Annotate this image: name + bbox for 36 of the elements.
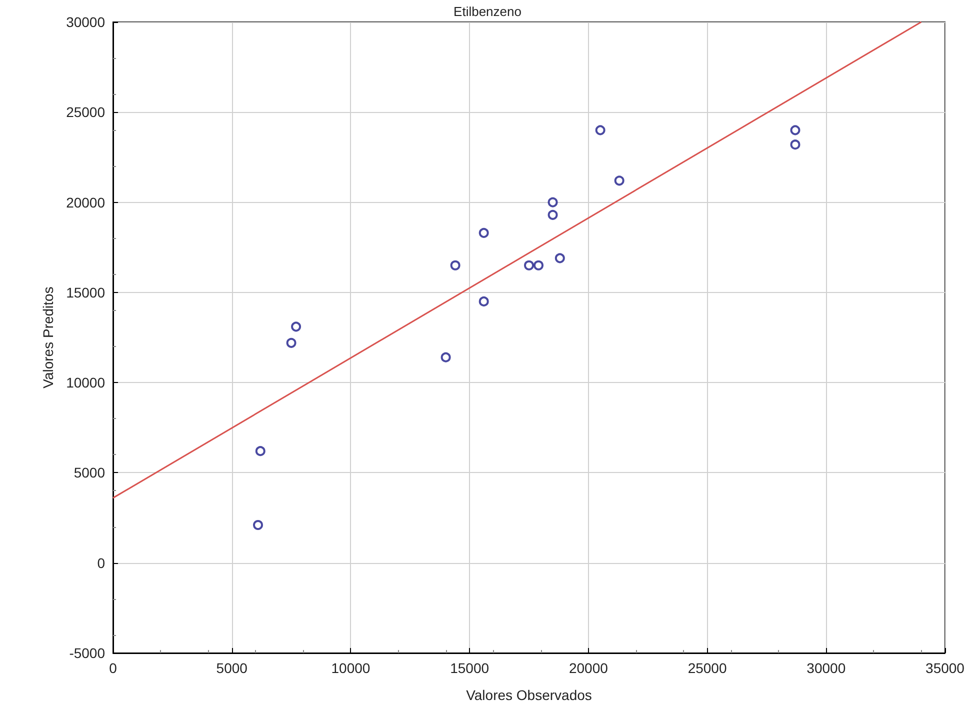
x-tick-label: 0 xyxy=(109,660,118,676)
point xyxy=(790,140,800,150)
y-tick-label: 10000 xyxy=(66,374,106,391)
point xyxy=(286,338,296,348)
point xyxy=(548,210,558,220)
point xyxy=(548,197,558,208)
point xyxy=(255,446,266,456)
point xyxy=(440,352,451,362)
point xyxy=(478,228,489,238)
x-tick-label: 15000 xyxy=(450,660,490,676)
point xyxy=(291,322,302,332)
y-tick-label: -5000 xyxy=(69,645,106,661)
point xyxy=(524,260,534,270)
y-tick-label: 20000 xyxy=(66,194,106,210)
y-tick-label: 25000 xyxy=(66,104,106,120)
point xyxy=(534,260,544,270)
x-tick-label: 30000 xyxy=(806,660,846,676)
point xyxy=(790,125,800,136)
point xyxy=(253,520,264,530)
chart-title: Etilbenzeno xyxy=(454,4,522,19)
y-tick-label: 30000 xyxy=(66,14,106,30)
y-tick-label: 5000 xyxy=(74,464,106,481)
point xyxy=(450,260,460,270)
point xyxy=(595,125,606,136)
point xyxy=(614,176,624,186)
x-tick-label: 5000 xyxy=(216,660,248,676)
y-axis-title: Valores Preditos xyxy=(40,286,56,388)
point xyxy=(478,296,489,306)
x-tick-label: 10000 xyxy=(331,660,370,676)
x-axis-title: Valores Observados xyxy=(466,687,592,703)
x-tick-label: 20000 xyxy=(568,660,608,676)
point xyxy=(554,253,565,264)
x-tick-label: 25000 xyxy=(688,660,727,676)
y-tick-label: 15000 xyxy=(66,284,106,300)
x-tick-label: 35000 xyxy=(926,660,965,676)
y-tick-label: 0 xyxy=(97,554,106,571)
